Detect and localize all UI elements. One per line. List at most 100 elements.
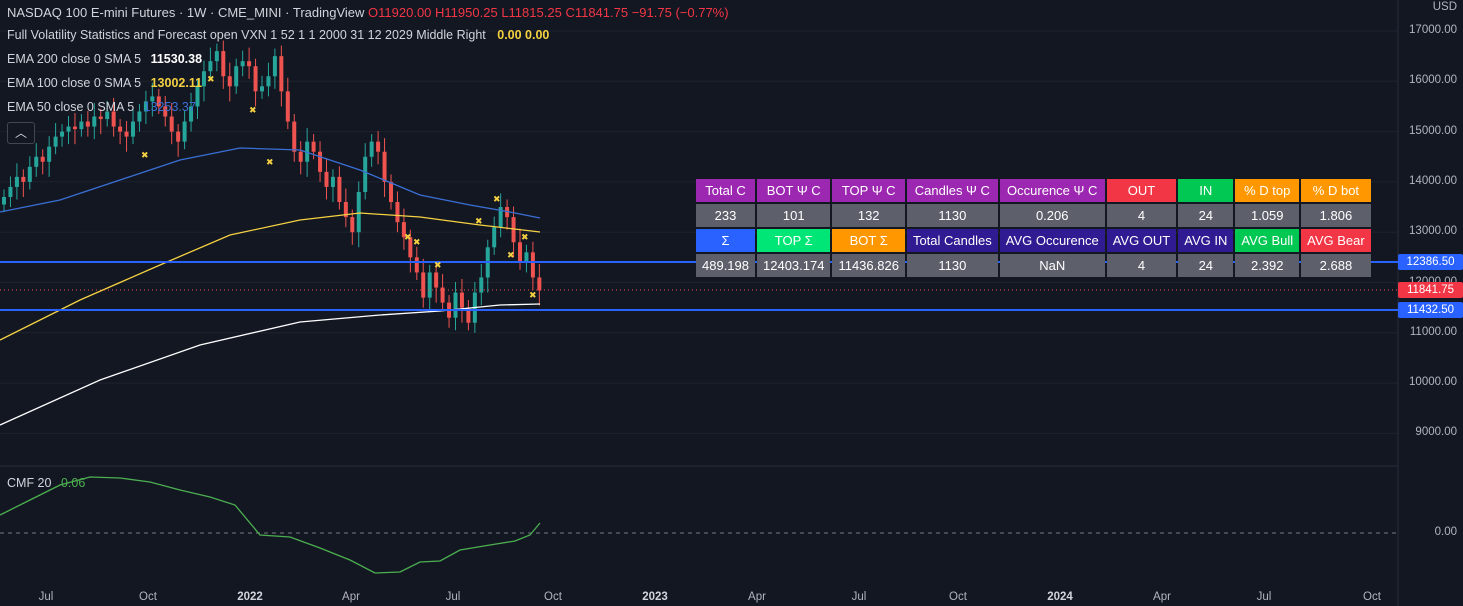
candle-body (253, 66, 258, 92)
stats-header-cell: Total Candles (906, 229, 998, 252)
candle-body (401, 222, 406, 238)
price-axis-label: 11000.00 (1409, 325, 1457, 338)
candle-body (453, 292, 458, 318)
candle-body (382, 151, 387, 182)
candle-body (214, 51, 219, 62)
candle-body (279, 56, 284, 92)
last-price-tag: 11841.75 (1398, 282, 1463, 298)
signal-marker: ✖ (141, 151, 149, 161)
signal-marker: ✖ (434, 261, 442, 271)
stats-header-cell: AVG IN (1178, 229, 1234, 252)
candle-body (208, 61, 213, 72)
time-axis-label: 2022 (237, 591, 263, 603)
stats-value-cell: 101 (757, 204, 831, 227)
candle-body (137, 111, 142, 122)
candle-body (434, 272, 439, 288)
time-axis-label: Oct (544, 591, 562, 603)
stats-header-cell: Total C (696, 179, 755, 202)
stats-header-cell: AVG Occurence (999, 229, 1105, 252)
signal-marker: ✖ (413, 238, 421, 248)
candle-body (60, 131, 65, 137)
interval[interactable]: 1W (186, 5, 207, 20)
time-axis-label: Apr (748, 591, 766, 603)
candle-body (143, 101, 148, 112)
ema200-value: 11530.38 (150, 52, 203, 66)
lower-line-price-tag: 11432.50 (1398, 302, 1463, 318)
candle-body (156, 96, 161, 107)
upper-line-price-tag: 12386.50 (1398, 254, 1463, 270)
candle-body (511, 217, 516, 243)
signal-marker: ✖ (249, 106, 257, 116)
ema50-legend[interactable]: EMA 50 close 0 SMA 5 13253.37 (7, 100, 196, 114)
ema100-legend[interactable]: EMA 100 close 0 SMA 5 13002.11 (7, 76, 202, 90)
candle-body (324, 171, 329, 187)
time-axis-label: Jul (38, 591, 54, 603)
indicator-legend[interactable]: Full Volatility Statistics and Forecast … (7, 28, 549, 42)
stats-value-cell: 0.206 (999, 204, 1105, 227)
stats-header-cell: % D top (1235, 179, 1300, 202)
stats-header-cell: IN (1178, 179, 1234, 202)
candle-body (66, 126, 71, 132)
candle-body (363, 156, 368, 192)
candle-body (350, 217, 355, 233)
exchange: CME_MINI (217, 5, 282, 20)
chevron-up-icon: ︿ (14, 126, 27, 140)
stats-header-cell: OUT (1106, 179, 1177, 202)
stats-value-cell: 4 (1106, 254, 1177, 277)
candle-body (118, 126, 123, 132)
candle-body (79, 121, 84, 130)
stats-header-cell: % D bot (1301, 179, 1371, 202)
stats-value-cell: 2.392 (1235, 254, 1300, 277)
time-axis-label: Apr (1153, 591, 1171, 603)
price-axis-label: 16000.00 (1409, 74, 1457, 87)
stats-header-cell: Occurence Ψ C (999, 179, 1105, 202)
signal-marker: ✖ (507, 251, 515, 261)
candle-body (14, 176, 19, 187)
ema200-legend[interactable]: EMA 200 close 0 SMA 5 11530.38 (7, 52, 202, 66)
ema50-label: EMA 50 close 0 SMA 5 (7, 100, 135, 114)
time-axis-label: Oct (1363, 591, 1381, 603)
candle-body (330, 176, 335, 187)
signal-marker: ✖ (207, 75, 215, 85)
signal-marker: ✖ (404, 233, 412, 243)
candle-body (98, 116, 103, 120)
candle-body (92, 116, 97, 127)
candle-body (408, 237, 413, 258)
candle-body (459, 292, 464, 308)
ema100-label: EMA 100 close 0 SMA 5 (7, 76, 142, 90)
candle-body (376, 141, 381, 152)
cmf-legend[interactable]: CMF 20 0.06 (7, 476, 85, 490)
time-axis-label: Jul (1256, 591, 1272, 603)
ema100-line (0, 212, 541, 341)
ema100-value: 13002.11 (150, 76, 203, 90)
candle-body (227, 76, 232, 87)
ema200-label: EMA 200 close 0 SMA 5 (7, 52, 142, 66)
candle-body (72, 126, 77, 130)
candle-body (440, 287, 445, 303)
stats-header-cell: Σ (696, 229, 755, 252)
collapse-legend-button[interactable]: ︿ (7, 122, 35, 144)
symbol-name[interactable]: NASDAQ 100 E-mini Futures (7, 5, 176, 20)
ema50-line (0, 147, 541, 219)
price-axis-label: 13000.00 (1409, 225, 1457, 238)
candle-body (163, 106, 168, 117)
signal-marker: ✖ (529, 291, 537, 301)
time-axis-label: Apr (342, 591, 360, 603)
volatility-stats-table: Total C BOT Ψ C TOP Ψ C Candles Ψ C Occurenc… (694, 177, 1373, 279)
stats-value-cell: 1.806 (1301, 204, 1371, 227)
candle-body (530, 252, 535, 278)
ohlc-low: L11815.25 (501, 5, 562, 20)
candle-body (427, 272, 432, 298)
stats-header-cell: BOT Ψ C (757, 179, 831, 202)
candle-body (53, 136, 58, 147)
candle-body (240, 61, 245, 67)
symbol-header: NASDAQ 100 E-mini Futures · 1W · CME_MIN… (7, 5, 729, 20)
candle-body (311, 141, 316, 152)
price-axis-label: 9000.00 (1415, 426, 1457, 439)
stats-header-cell: AVG OUT (1106, 229, 1177, 252)
candle-body (395, 202, 400, 223)
candle-body (27, 166, 32, 182)
stats-value-cell: 12403.174 (757, 254, 831, 277)
time-axis-label: 2024 (1047, 591, 1073, 603)
